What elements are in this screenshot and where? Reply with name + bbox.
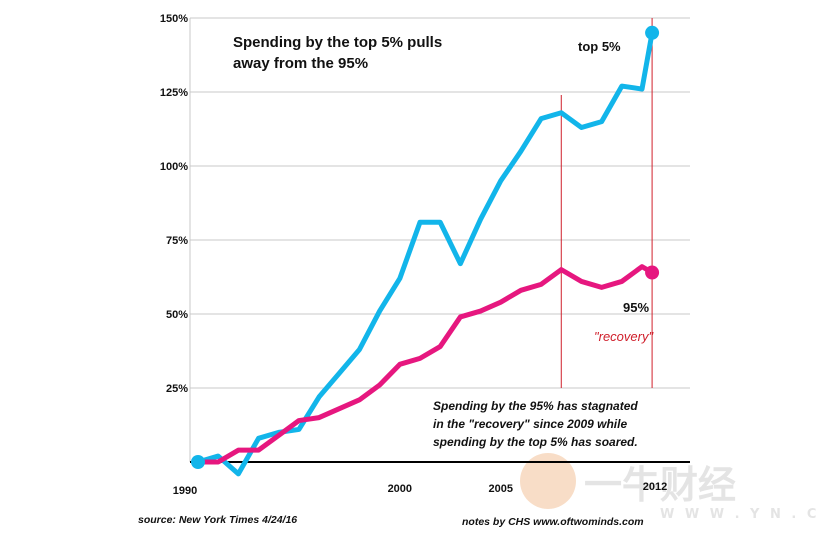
y-tick-label: 150% — [160, 13, 188, 25]
series-line-95 — [195, 264, 655, 465]
series-label-95: 95% — [623, 300, 649, 315]
y-tick-label: 100% — [160, 161, 188, 173]
series-line-top5 — [195, 30, 655, 477]
start-point-marker — [191, 455, 205, 469]
credit-note: notes by CHS www.oftwominds.com — [462, 516, 644, 528]
y-tick-label: 25% — [166, 383, 188, 395]
note-line3: spending by the top 5% has soared. — [433, 435, 638, 449]
y-axis-ticks: 150% 125% 100% 75% 50% 25% — [160, 13, 188, 395]
chart-title-line2: away from the 95% — [233, 55, 368, 72]
series-label-top5: top 5% — [578, 39, 621, 54]
gridlines — [190, 17, 690, 389]
watermark-logo-icon — [520, 453, 576, 509]
chart-title-line1: Spending by the top 5% pulls — [233, 34, 442, 51]
watermark: 一牛财经 W W W . Y N . C O M — [520, 453, 819, 522]
x-tick-label: 1990 — [173, 485, 197, 497]
note-line2: in the "recovery" since 2009 while — [433, 417, 627, 431]
y-tick-label: 125% — [160, 87, 188, 99]
source-note: source: New York Times 4/24/16 — [138, 514, 297, 526]
note-line1: Spending by the 95% has stagnated — [433, 399, 638, 413]
x-tick-label: 2012 — [643, 481, 667, 493]
watermark-main-text: 一牛财经 — [584, 463, 736, 507]
watermark-sub-text: W W W . Y N . C O M — [660, 507, 819, 522]
y-tick-label: 75% — [166, 235, 188, 247]
x-tick-label: 2000 — [388, 483, 412, 495]
x-axis-ticks: 1990 2000 2005 2012 — [173, 481, 667, 497]
y-tick-label: 50% — [166, 309, 188, 321]
endpoint-marker-top5 — [645, 25, 660, 40]
endpoint-marker-95 — [645, 265, 660, 280]
x-tick-label: 2005 — [488, 483, 512, 495]
recovery-label: "recovery" — [594, 329, 654, 344]
